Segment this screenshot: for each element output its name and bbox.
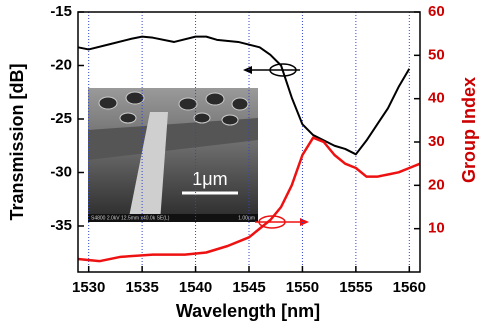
page: 1μm S4800 2.0kV 12.5mm x40.0k SE(L) 1.00… [0,0,482,333]
x-tick-label: 1545 [232,279,265,296]
y2-tick-label: 30 [428,133,445,150]
y-tick-label: -30 [50,163,72,180]
x-tick-label: 1550 [286,279,319,296]
x-axis-title: Wavelength [nm] [176,301,320,321]
y2-tick-label: 40 [428,90,445,107]
scale-label: 1μm [192,169,227,189]
chart: 1μm S4800 2.0kV 12.5mm x40.0k SE(L) 1.00… [0,0,482,328]
y2-tick-label: 20 [428,176,445,193]
x-tick-label: 1530 [72,279,105,296]
y2-tick-label: 10 [428,220,445,237]
y2-tick-label: 50 [428,46,445,63]
y-tick-label: -20 [50,56,72,73]
inset-image [88,88,258,222]
y-axis-title: Transmission [dB] [7,63,27,220]
y-tick-label: -15 [50,3,72,20]
y2-axis-title: Group Index [459,77,479,183]
x-tick-label: 1555 [339,279,372,296]
y2-tick-label: 60 [428,3,445,20]
sem-scale: 1.00μm [238,215,255,221]
x-tick-label: 1535 [125,279,158,296]
sem-info: S4800 2.0kV 12.5mm x40.0k SE(L) [91,215,170,221]
y-tick-label: -25 [50,110,72,127]
y-tick-label: -35 [50,217,72,234]
x-tick-label: 1560 [393,279,426,296]
x-tick-label: 1540 [179,279,212,296]
